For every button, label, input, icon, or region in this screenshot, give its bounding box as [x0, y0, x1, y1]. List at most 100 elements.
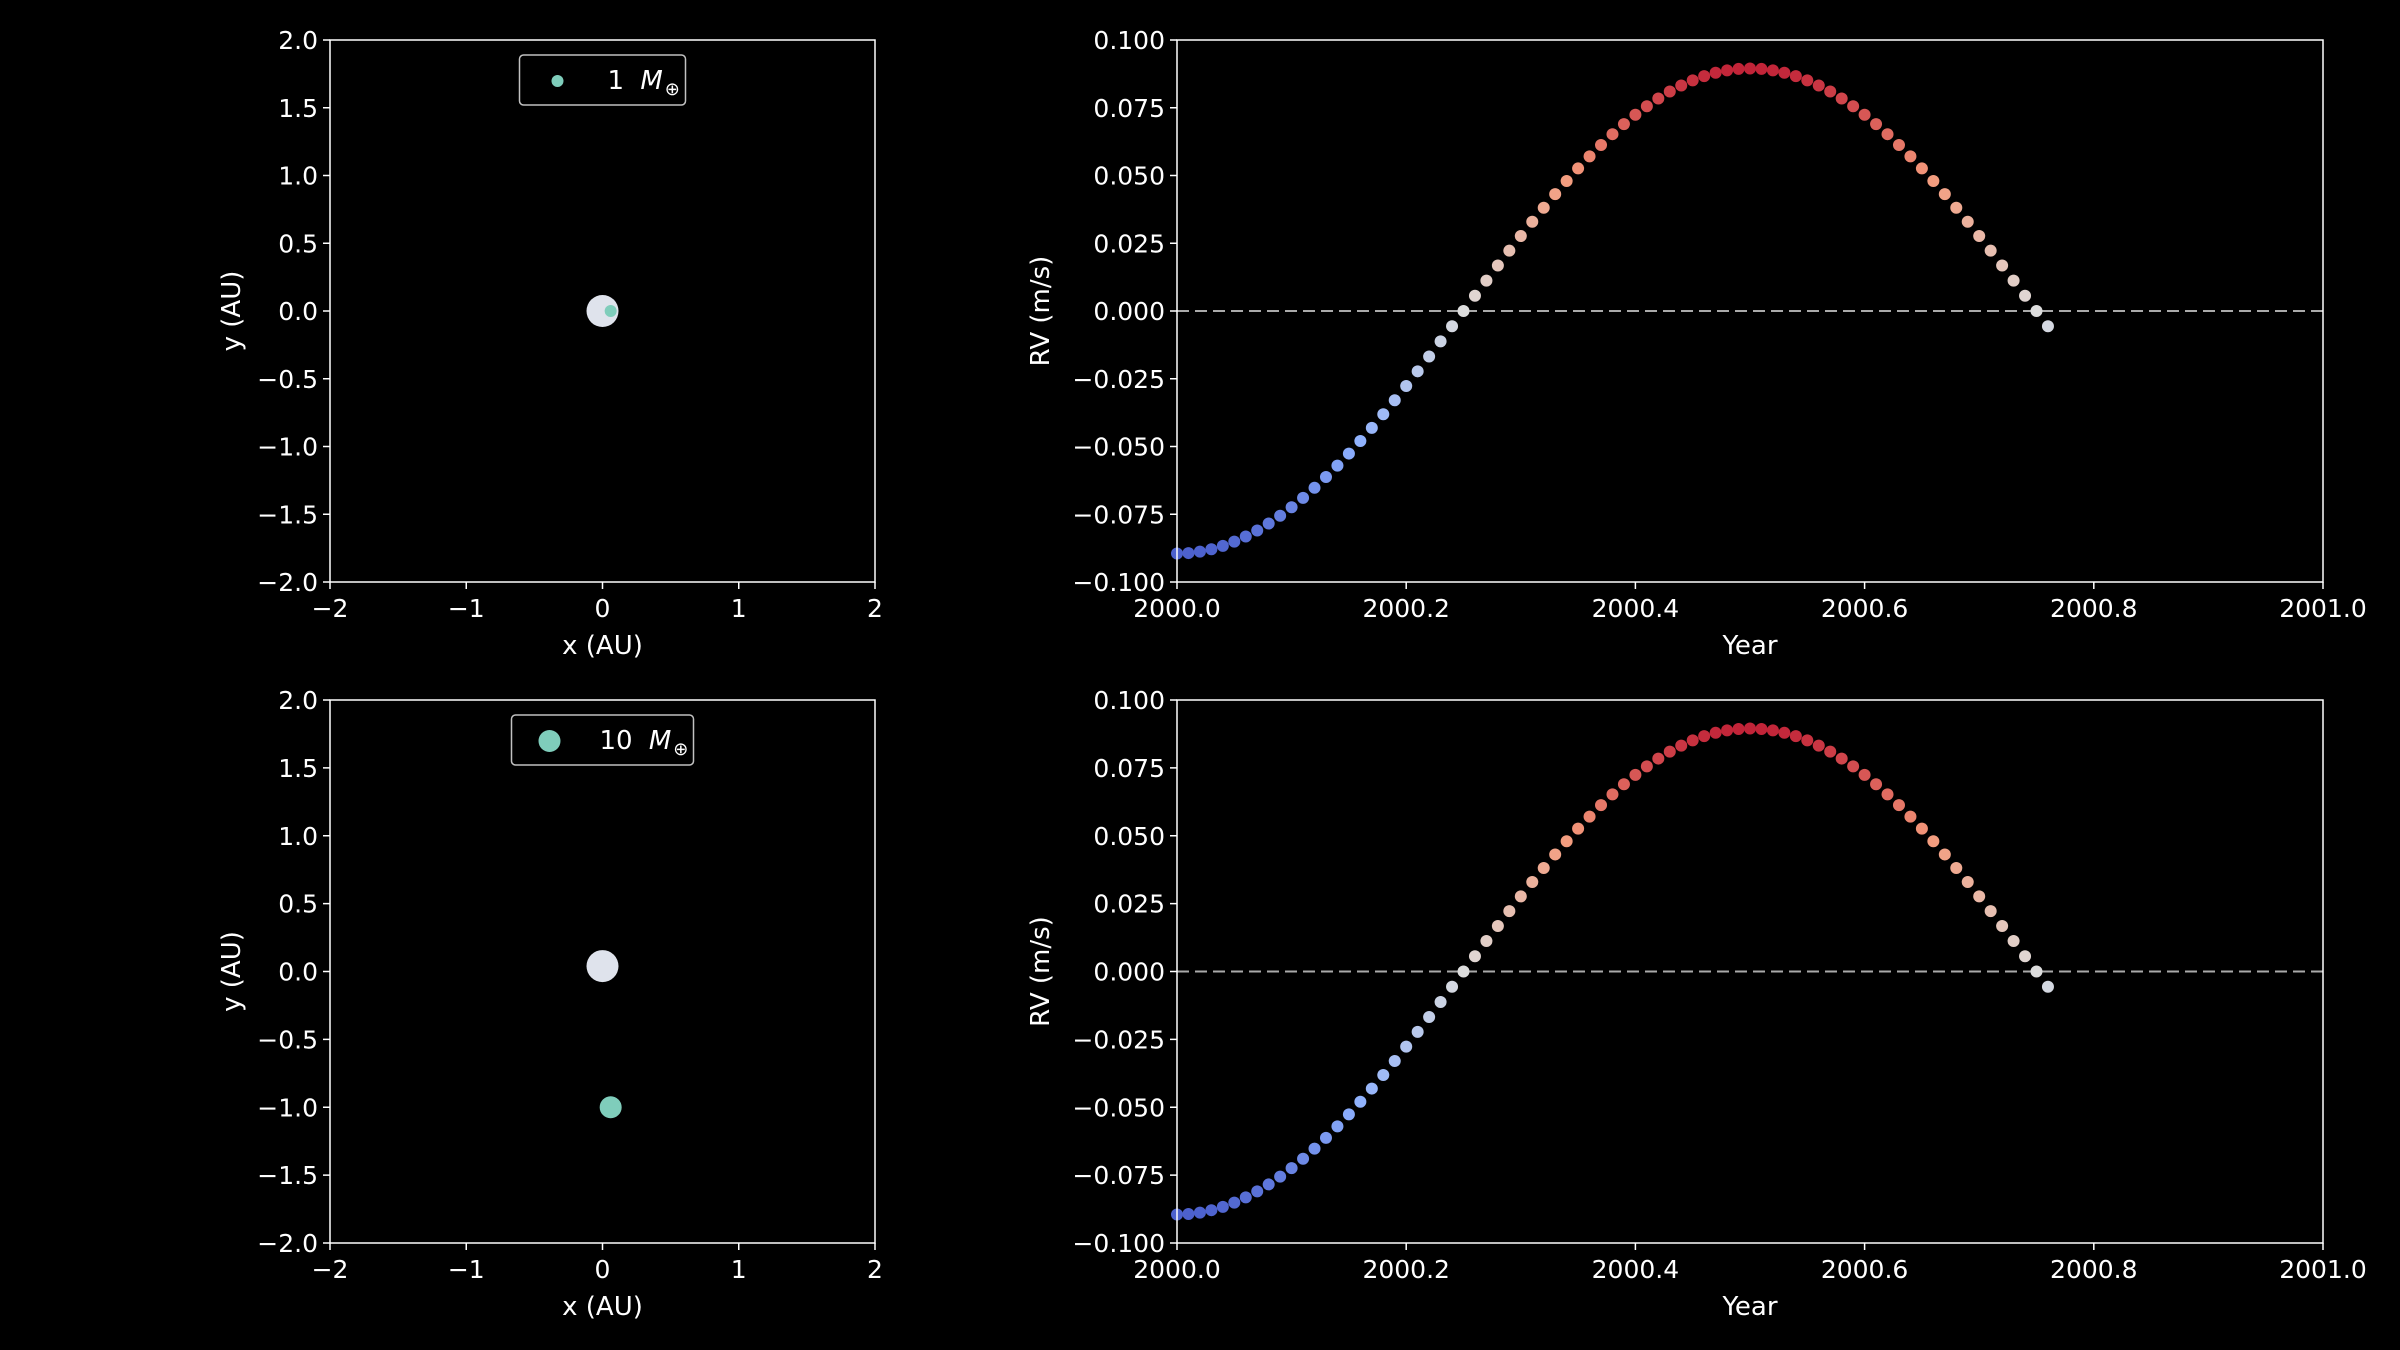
rv-data-point [1193, 1206, 1206, 1219]
rv-data-point [1537, 862, 1550, 875]
legend-frame [518, 54, 687, 106]
y-axis-label: y (AU) [217, 271, 247, 352]
x-tick-label: 2000.0 [1133, 594, 1220, 623]
axes-frame [1176, 699, 2324, 1244]
rv-data-point [1503, 905, 1516, 918]
rv-data-point [1824, 745, 1837, 758]
rv-data-point [1755, 722, 1768, 735]
rv-data-point [1766, 64, 1779, 77]
y-tick-label: 0.100 [1093, 26, 1165, 55]
rv-data-point [1801, 74, 1814, 87]
x-tick-label: 0 [595, 1255, 611, 1284]
rv-data-point [1491, 259, 1504, 272]
rv-data-point [1847, 100, 1860, 113]
rv-data-point [1663, 85, 1676, 98]
rv-data-point [1526, 215, 1539, 228]
rv-data-point [1927, 835, 1940, 848]
y-tick-label: 0.5 [278, 229, 318, 258]
x-axis-label: Year [1721, 631, 1777, 661]
rv-data-point [1881, 788, 1894, 801]
rv-data-point [1377, 1068, 1390, 1081]
rv-data-point [1560, 835, 1573, 848]
planet-marker [604, 305, 617, 317]
rv-data-point [1629, 108, 1642, 121]
rv-data-point [1572, 822, 1585, 835]
rv-data-point [1331, 1120, 1344, 1133]
panel-4: 2000.0 2000.2 2000.4 2000.6 2000.8 2001.0 0.10… [1026, 686, 2367, 1322]
rv-data-point [1778, 66, 1791, 79]
rv-data-point [1686, 74, 1699, 87]
rv-data-point [1400, 1040, 1413, 1053]
y-tick-label: −0.025 [1072, 1025, 1165, 1054]
x-tick-label: 2001.0 [2279, 594, 2366, 623]
rv-data-point [1698, 70, 1711, 83]
x-tick-label: 2000.4 [1592, 1255, 1679, 1284]
y-tick-label: 0.100 [1093, 686, 1165, 715]
rv-data-point [1514, 890, 1527, 903]
rv-data-point [1411, 365, 1424, 378]
y-tick-label: 0.0 [278, 958, 318, 987]
rv-data-point [1549, 188, 1562, 201]
y-tick-label: −2.0 [257, 1229, 318, 1258]
rv-data-point [2019, 289, 2032, 302]
rv-data-point [1961, 215, 1974, 228]
rv-data-point [1411, 1025, 1424, 1038]
rv-data-point [1285, 1162, 1298, 1175]
rv-data-point [1274, 1170, 1287, 1183]
rv-data-point [1514, 230, 1527, 243]
y-tick-label: −2.0 [257, 568, 318, 597]
rv-data-point [1262, 1178, 1275, 1191]
rv-data-point [1308, 1142, 1321, 1155]
rv-data-point [1526, 876, 1539, 889]
x-tick-label: 2000.6 [1821, 1255, 1908, 1284]
rv-data-point [1663, 745, 1676, 758]
x-tick-label: −2 [312, 1255, 349, 1284]
legend-mass-symbol: M [640, 66, 662, 96]
x-tick-label: 2 [867, 1255, 883, 1284]
rv-data-point [1640, 100, 1653, 113]
rv-data-point [1915, 162, 1928, 175]
rv-data-point [2030, 305, 2043, 317]
y-tick-label: 0.000 [1093, 297, 1165, 326]
rv-data-point [1904, 810, 1917, 823]
rv-data-point [1789, 730, 1802, 743]
legend-label: 10 M ⊕ [600, 726, 689, 760]
panel-2: 2000.0 2000.2 2000.4 2000.6 2000.8 2001.0 0.10… [1026, 26, 2367, 661]
rv-data-point [1423, 350, 1436, 363]
rv-data-point [1457, 965, 1470, 978]
rv-data-point [1331, 459, 1344, 472]
rv-data-point [1251, 1185, 1264, 1198]
rv-data-point [1870, 118, 1883, 131]
rv-data-point [1732, 62, 1745, 75]
rv-data-point [1354, 434, 1367, 447]
y-tick-label: −0.100 [1072, 568, 1165, 597]
y-tick-label: −0.050 [1072, 1093, 1165, 1122]
y-axis-label: RV (m/s) [1026, 916, 1056, 1027]
rv-data-point [1193, 545, 1206, 558]
y-tick-label: 0.5 [278, 890, 318, 919]
y-tick-label: −1.0 [257, 1093, 318, 1122]
rv-data-point [1984, 244, 1997, 257]
y-tick-label: 0.050 [1093, 162, 1165, 191]
rv-data-point [1468, 950, 1481, 963]
rv-data-point [1927, 175, 1940, 188]
rv-data-point [2041, 320, 2054, 333]
legend: 10 M ⊕ [510, 714, 695, 766]
rv-data-point [1652, 92, 1665, 105]
rv-data-point [1709, 66, 1722, 79]
legend-frame [510, 714, 695, 766]
rv-data-point [1892, 138, 1905, 151]
rv-data-point [1686, 734, 1699, 747]
rv-data-point [1984, 905, 1997, 918]
y-tick-label: 1.5 [278, 94, 318, 123]
rv-data-point [1468, 289, 1481, 302]
rv-data-point [1973, 890, 1986, 903]
rv-data-point [1365, 421, 1378, 434]
x-tick-label: 2000.0 [1133, 1255, 1220, 1284]
rv-data-point [1744, 62, 1756, 75]
rv-data-point [1675, 739, 1688, 752]
y-tick-label: −0.050 [1072, 433, 1165, 462]
rv-data-point [1228, 1196, 1241, 1209]
y-tick-label: 0.050 [1093, 822, 1165, 851]
